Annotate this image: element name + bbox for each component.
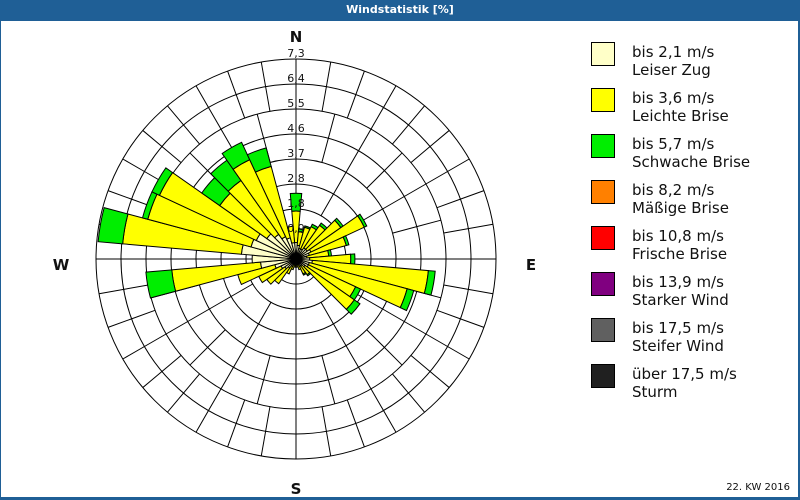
chart-panel: 0,9 1,8 2,8 3,7 4,6 5,5 6,4 7,3 N S W E bis 2,1… xyxy=(1,21,798,497)
legend-label: Schwache Brise xyxy=(632,153,751,171)
legend-swatch xyxy=(591,180,615,204)
svg-text:6,4: 6,4 xyxy=(287,72,305,85)
legend-speed: bis 5,7 m/s xyxy=(632,135,715,153)
legend-item: bis 10,8 m/s Frische Brise xyxy=(589,226,789,272)
legend-item: bis 13,9 m/s Starker Wind xyxy=(589,272,789,318)
compass-west: W xyxy=(53,256,70,274)
wind-petals xyxy=(97,141,436,315)
svg-text:3,7: 3,7 xyxy=(287,147,305,160)
center-spokes xyxy=(291,254,301,264)
wind-rose-chart: 0,9 1,8 2,8 3,7 4,6 5,5 6,4 7,3 N S W E xyxy=(53,28,536,497)
legend-item: bis 2,1 m/s Leiser Zug xyxy=(589,42,789,88)
legend-label: Starker Wind xyxy=(632,291,729,309)
legend-swatch xyxy=(591,42,615,66)
svg-text:5,5: 5,5 xyxy=(287,97,305,110)
legend-speed: bis 3,6 m/s xyxy=(632,89,715,107)
legend-swatch xyxy=(591,364,615,388)
legend-speed: bis 17,5 m/s xyxy=(632,319,724,337)
svg-text:7,3: 7,3 xyxy=(287,47,305,60)
svg-text:0,9: 0,9 xyxy=(287,222,305,235)
legend-label: Frische Brise xyxy=(632,245,728,263)
legend-swatch xyxy=(591,318,615,342)
legend-label: Mäßige Brise xyxy=(632,199,729,217)
legend-item: bis 8,2 m/s Mäßige Brise xyxy=(589,180,789,226)
compass-south: S xyxy=(291,480,302,497)
legend-label: Leiser Zug xyxy=(632,61,711,79)
svg-text:2,8: 2,8 xyxy=(287,172,305,185)
legend-item: bis 17,5 m/s Steifer Wind xyxy=(589,318,789,364)
chart-title: Windstatistik [%] xyxy=(346,3,454,16)
legend-label: Steifer Wind xyxy=(632,337,724,355)
svg-text:4,6: 4,6 xyxy=(287,122,305,135)
legend-speed: bis 2,1 m/s xyxy=(632,43,715,61)
ring-labels: 0,9 1,8 2,8 3,7 4,6 5,5 6,4 7,3 xyxy=(287,47,305,235)
legend-speed: bis 8,2 m/s xyxy=(632,181,715,199)
week-label: 22. KW 2016 xyxy=(726,482,790,493)
compass-east: E xyxy=(526,256,536,274)
compass-north: N xyxy=(290,28,303,46)
legend-swatch xyxy=(591,226,615,250)
legend-swatch xyxy=(591,272,615,296)
legend-item: über 17,5 m/s Sturm xyxy=(589,364,789,410)
legend-label: Leichte Brise xyxy=(632,107,729,125)
legend-speed: bis 10,8 m/s xyxy=(632,227,724,245)
legend-swatch xyxy=(591,88,615,112)
legend-label: Sturm xyxy=(632,383,678,401)
legend-item: bis 5,7 m/s Schwache Brise xyxy=(589,134,789,180)
legend-swatch xyxy=(591,134,615,158)
legend-speed: über 17,5 m/s xyxy=(632,365,737,383)
legend-speed: bis 13,9 m/s xyxy=(632,273,724,291)
svg-text:1,8: 1,8 xyxy=(287,197,305,210)
legend-item: bis 3,6 m/s Leichte Brise xyxy=(589,88,789,134)
